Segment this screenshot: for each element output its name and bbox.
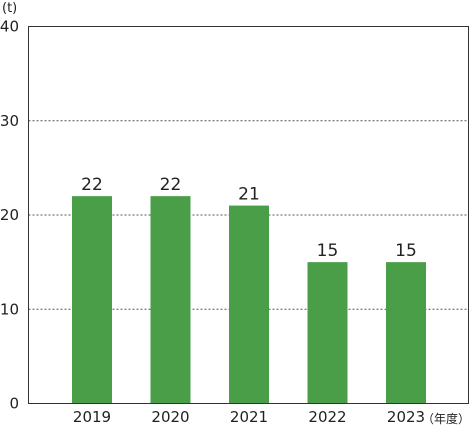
y-tick-label-30: 30 — [0, 112, 19, 130]
bar-value-labels: 22 22 21 15 15 — [81, 175, 417, 261]
bar-2021 — [229, 205, 269, 404]
x-category-label-2021: 2021 — [230, 408, 268, 426]
plot-frame — [28, 26, 469, 404]
x-category-label-2019: 2019 — [73, 408, 111, 426]
bar-2019 — [72, 196, 112, 404]
y-axis-ticks: 0 10 20 30 40 — [0, 18, 19, 413]
y-tick-label-40: 40 — [0, 18, 19, 36]
x-category-label-2023: 2023 — [387, 408, 425, 426]
bar-2022 — [307, 262, 348, 404]
x-axis-category-labels: 2019 2020 2021 2022 2023 — [73, 408, 425, 426]
bar-value-label-2021: 21 — [238, 185, 260, 205]
bars — [72, 196, 426, 404]
x-category-label-2020: 2020 — [151, 408, 189, 426]
bar-value-label-2020: 22 — [160, 175, 182, 195]
y-axis-unit: (t) — [2, 1, 17, 16]
y-tick-label-20: 20 — [0, 206, 19, 224]
bar-value-label-2023: 15 — [395, 241, 417, 261]
bar-2023 — [386, 262, 426, 404]
bar-value-label-2022: 15 — [317, 241, 339, 261]
bar-value-label-2019: 22 — [81, 175, 103, 195]
bar-2020 — [150, 196, 191, 404]
y-tick-label-10: 10 — [0, 300, 19, 318]
y-tick-label-0: 0 — [9, 395, 19, 413]
x-axis-unit: （年度） — [422, 411, 470, 426]
x-category-label-2022: 2022 — [308, 408, 346, 426]
